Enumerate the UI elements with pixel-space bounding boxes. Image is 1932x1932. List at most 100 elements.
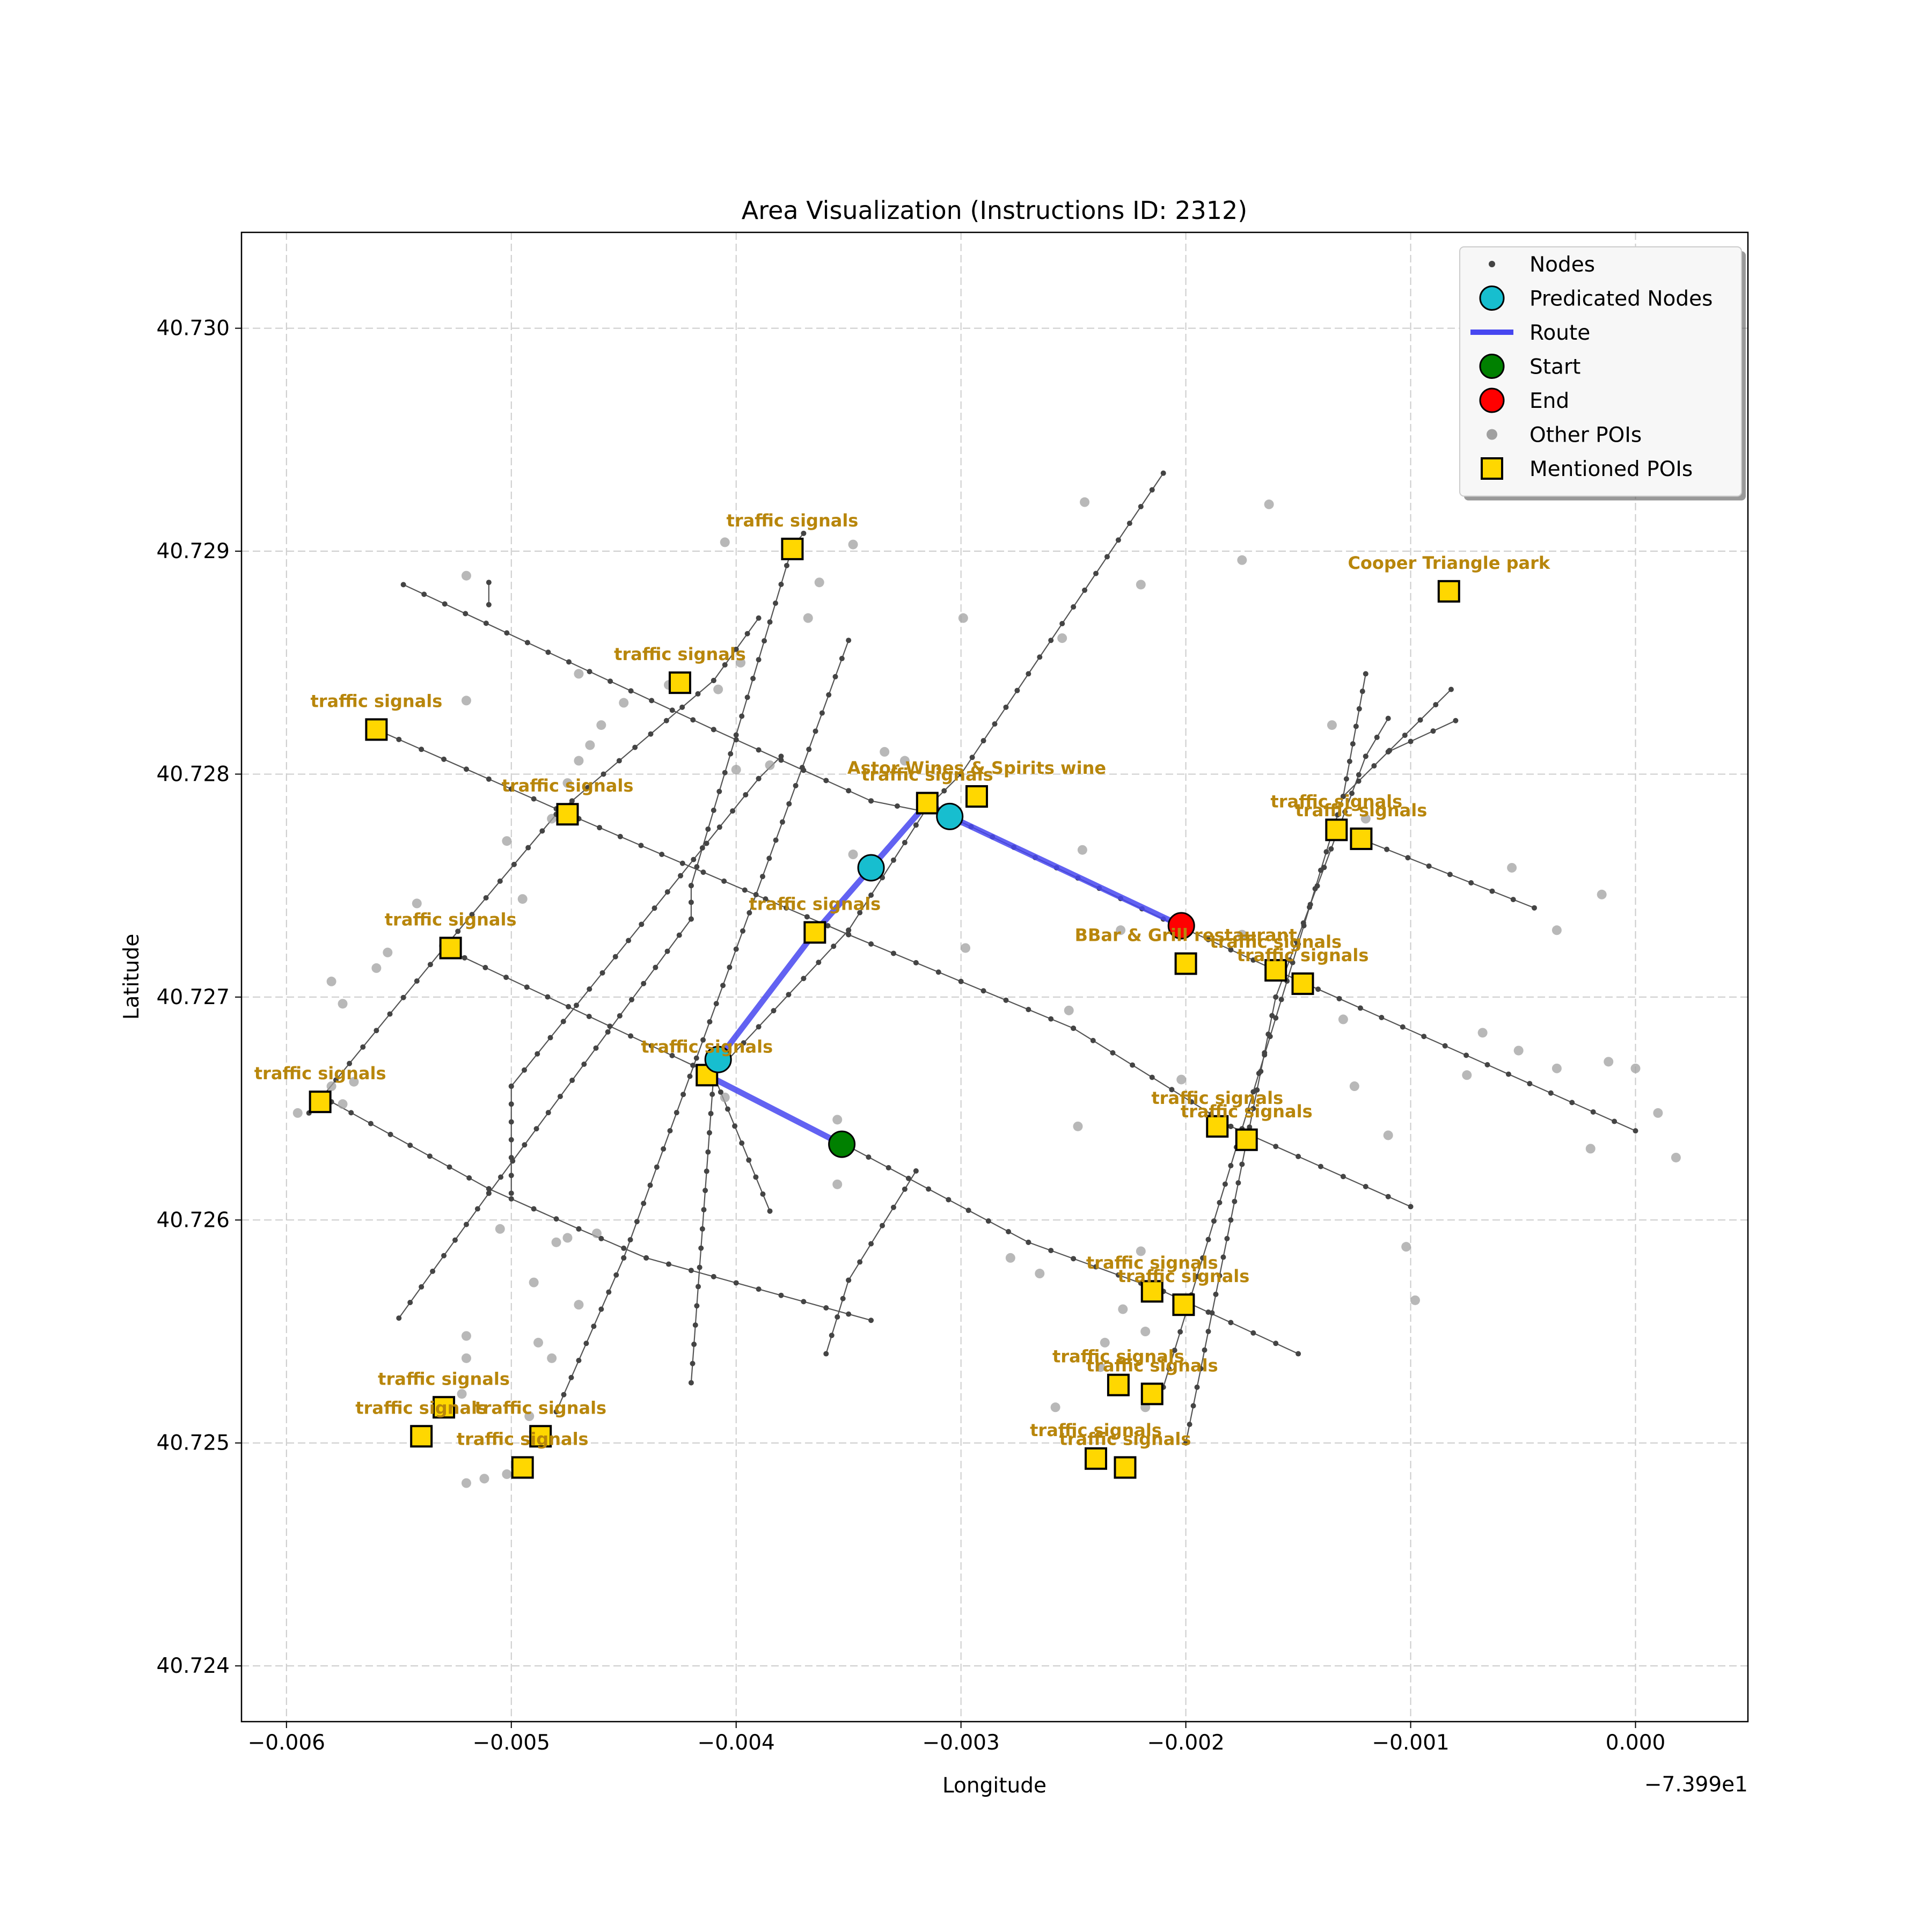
node-dot — [621, 1245, 627, 1251]
node-dot — [561, 1392, 567, 1397]
node-dot — [621, 1255, 627, 1261]
node-dot — [691, 1341, 697, 1347]
other-poi-dot — [1064, 1005, 1074, 1015]
other-poi-dot — [574, 669, 584, 679]
node-dot — [913, 822, 919, 828]
node-dot — [1548, 1090, 1554, 1096]
other-poi-dot — [1136, 1246, 1146, 1256]
node-dot — [823, 1305, 829, 1311]
node-dot — [819, 710, 825, 716]
node-dot — [441, 756, 447, 762]
node-dot — [711, 677, 716, 683]
poi-labels: traffic signals traffic signals traffic si… — [254, 510, 1550, 1450]
mentioned-poi-label: Astor Wines & Spirits wine — [847, 758, 1106, 778]
node-dot — [732, 1123, 738, 1129]
node-dot — [728, 751, 734, 757]
node-dot — [829, 1333, 835, 1338]
node-dot — [1220, 1254, 1226, 1260]
node-dot — [724, 1106, 730, 1112]
node-dot — [1363, 671, 1368, 677]
node-dot — [801, 530, 807, 536]
node-dot — [664, 889, 670, 895]
node-dot — [1026, 1239, 1031, 1245]
node-dot — [1350, 741, 1356, 747]
node-dot — [913, 1168, 919, 1174]
legend-label: End — [1529, 389, 1569, 413]
node-dot — [1273, 1341, 1279, 1346]
node-dot — [400, 994, 406, 1000]
node-dot — [508, 1173, 514, 1179]
node-dot — [692, 1322, 698, 1328]
node-dot — [1217, 1199, 1223, 1205]
other-poi-dot — [1349, 1081, 1359, 1092]
legend: Nodes Predicated Nodes Route Start End Other … — [1459, 246, 1746, 501]
node-dot — [866, 1154, 872, 1160]
other-poi-dot — [461, 1331, 471, 1341]
node-dot — [985, 1218, 991, 1224]
node-dot — [753, 1174, 759, 1180]
mentioned-poi-square — [1235, 1128, 1258, 1151]
node-dot — [1510, 897, 1516, 903]
node-dot — [427, 962, 433, 968]
node-dot — [806, 747, 812, 752]
other-poi-dot — [899, 756, 910, 766]
node-dot — [1247, 1124, 1253, 1130]
node-dot — [801, 976, 807, 982]
other-poi-dot — [1100, 1337, 1110, 1348]
node-dot — [1258, 1069, 1264, 1074]
mentioned-poi-label: traffic signals — [749, 894, 881, 914]
mentioned-poi-label: traffic signals — [1030, 1420, 1162, 1440]
legend-circle-marker — [1479, 387, 1505, 413]
mentioned-poi-label: BBar & Grill restaurant — [1075, 925, 1297, 946]
node-dot — [653, 964, 658, 970]
x-tick-label: −0.005 — [473, 1731, 550, 1755]
node-dot — [1110, 1050, 1116, 1056]
y-axis-label: Latitude — [120, 934, 144, 1020]
node-dot — [846, 1311, 852, 1317]
node-dot — [524, 984, 530, 990]
node-dot — [1149, 1074, 1155, 1080]
node-dot — [721, 878, 727, 884]
node-dot — [348, 1110, 354, 1116]
node-dot — [868, 892, 874, 898]
node-dot — [508, 1137, 514, 1143]
other-poi-dot — [803, 613, 813, 623]
node-dot — [497, 878, 503, 884]
node-dot — [1349, 791, 1355, 796]
mentioned-poi-square — [1140, 1280, 1163, 1303]
node-dot — [716, 788, 722, 794]
other-poi-dot — [1118, 1304, 1128, 1314]
node-dot — [430, 1268, 436, 1274]
other-poi-dot — [547, 1353, 557, 1363]
node-dot — [1346, 758, 1352, 764]
other-poi-dot — [1552, 1063, 1562, 1073]
node-dot — [455, 928, 461, 934]
node-dot — [846, 1277, 852, 1283]
node-dot — [1328, 846, 1334, 852]
node-dot — [1126, 521, 1132, 526]
node-dot — [545, 649, 551, 655]
node-dot — [784, 905, 789, 911]
node-dot — [1228, 1163, 1234, 1169]
node-dot — [419, 1284, 425, 1290]
node-dot — [661, 1146, 667, 1152]
other-poi-dot — [461, 696, 471, 706]
node-dot — [368, 1121, 374, 1126]
node-dot — [935, 969, 941, 975]
node-dot — [784, 562, 789, 568]
node-dot — [1250, 1330, 1256, 1336]
node-dot — [1335, 812, 1341, 818]
other-poi-dot — [574, 1300, 584, 1310]
node-dot — [857, 1259, 863, 1265]
other-poi-dot — [1264, 499, 1274, 509]
other-poi-dot — [1477, 1028, 1488, 1038]
other-poi-dot — [720, 1092, 730, 1102]
mentioned-poi-label: traffic signals — [1270, 791, 1402, 811]
node-dot — [688, 883, 694, 889]
node-dot — [1138, 503, 1144, 509]
node-dot — [522, 1067, 528, 1073]
node-dot — [1356, 706, 1362, 712]
node-dot — [763, 896, 769, 902]
mentioned-poi-label: traffic signals — [1181, 1101, 1313, 1122]
node-dot — [598, 1306, 604, 1312]
